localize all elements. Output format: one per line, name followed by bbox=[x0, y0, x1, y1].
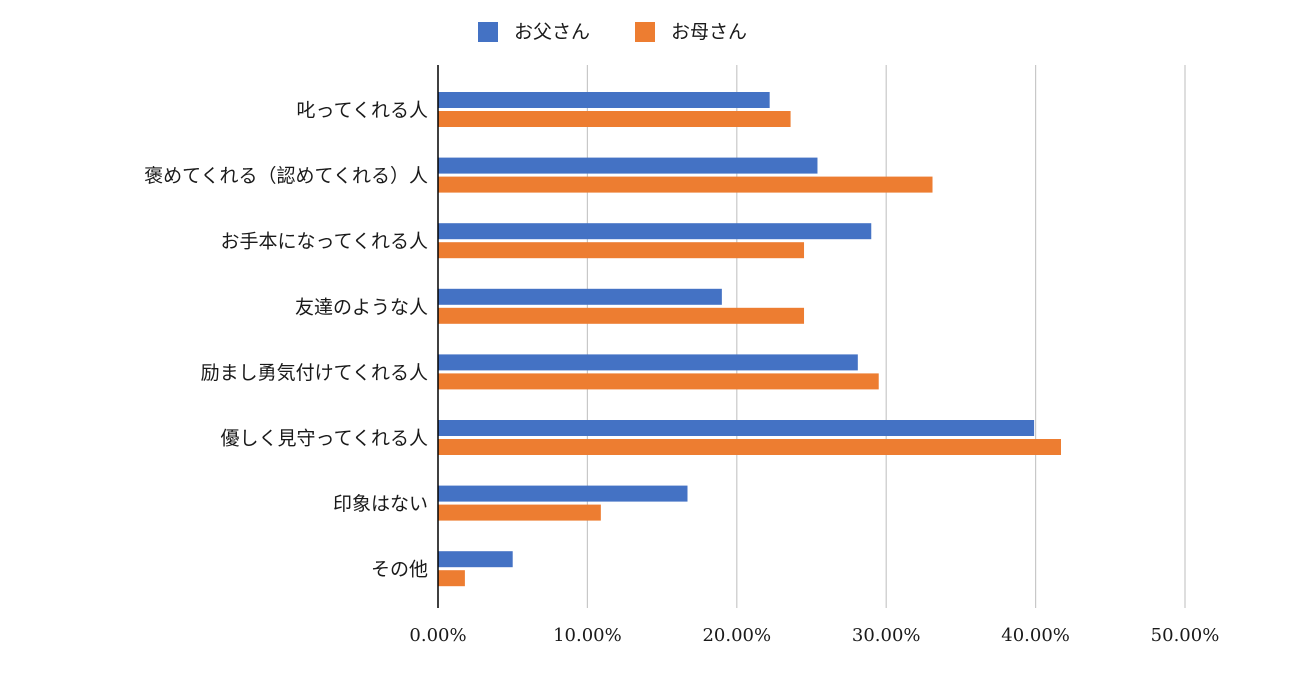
x-tick-label: 30.00% bbox=[852, 625, 921, 646]
category-label: 友達のような人 bbox=[295, 296, 428, 318]
category-label: その他 bbox=[371, 559, 428, 581]
bar-father bbox=[438, 485, 688, 502]
bar-mother bbox=[438, 439, 1061, 455]
bar-mother bbox=[438, 307, 805, 324]
bar-father bbox=[438, 288, 722, 305]
bar-mother bbox=[438, 176, 933, 193]
bar-mother bbox=[438, 242, 805, 259]
legend-label: お母さん bbox=[671, 21, 747, 43]
category-label: 優しく見守ってくれる人 bbox=[221, 428, 428, 450]
bar-mother bbox=[438, 111, 791, 127]
category-label: 褒めてくれる（認めてくれる）人 bbox=[144, 165, 428, 187]
x-tick-label: 10.00% bbox=[553, 625, 622, 646]
legend-father: お父さん bbox=[478, 21, 590, 43]
gridlines bbox=[586, 65, 1186, 608]
category-label: 印象はない bbox=[333, 493, 428, 515]
category-label: お手本になってくれる人 bbox=[221, 231, 428, 253]
bar-mother bbox=[438, 504, 601, 521]
category-label: 叱ってくれる人 bbox=[297, 100, 428, 122]
bars bbox=[438, 92, 1061, 587]
bar-mother bbox=[438, 373, 879, 390]
bar-father bbox=[438, 223, 872, 240]
bar-mother bbox=[438, 570, 465, 587]
legend-mother: お母さん bbox=[635, 21, 747, 43]
legend: お父さん お母さん bbox=[478, 21, 747, 43]
bar-father bbox=[438, 157, 818, 174]
x-tick-label: 50.00% bbox=[1151, 625, 1220, 646]
bar-father bbox=[438, 420, 1035, 436]
x-tick-label: 0.00% bbox=[409, 625, 466, 646]
legend-swatch bbox=[635, 22, 655, 42]
category-labels: 叱ってくれる人褒めてくれる（認めてくれる）人お手本になってくれる人友達のような人… bbox=[144, 100, 428, 581]
x-tick-label: 40.00% bbox=[1001, 625, 1070, 646]
legend-swatch bbox=[478, 22, 498, 42]
bar-father bbox=[438, 551, 513, 568]
x-tick-label: 20.00% bbox=[702, 625, 771, 646]
category-label: 励まし勇気付けてくれる人 bbox=[201, 362, 428, 384]
x-tick-labels: 0.00% 10.00% 20.00% 30.00% 40.00% 50.00% bbox=[409, 625, 1219, 646]
bar-father bbox=[438, 354, 858, 371]
legend-label: お父さん bbox=[514, 21, 590, 43]
bar-father bbox=[438, 92, 770, 108]
